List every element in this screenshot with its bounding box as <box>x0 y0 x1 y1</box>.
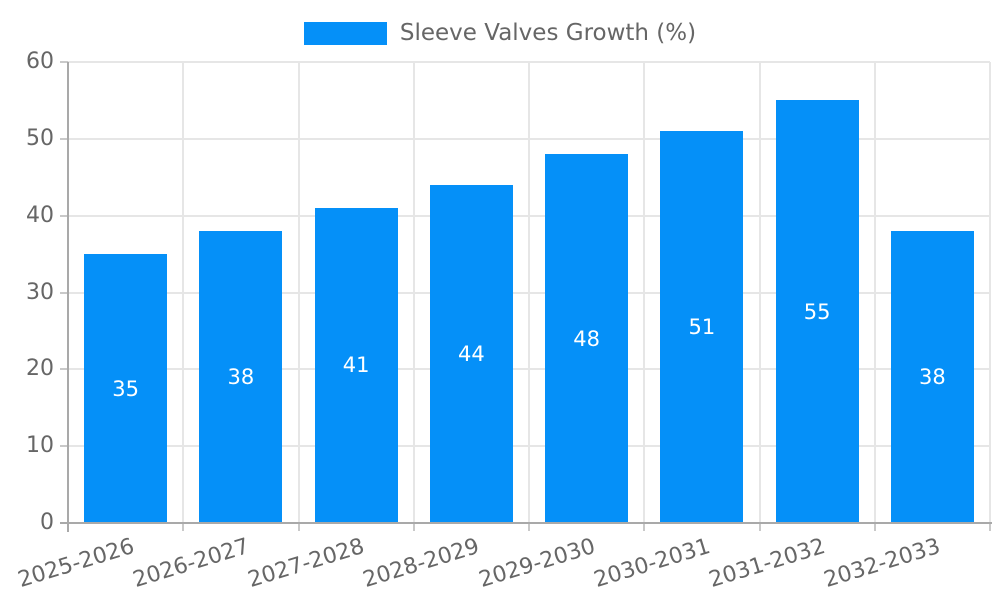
x-tick-mark <box>528 523 530 531</box>
bar <box>199 231 283 523</box>
bar <box>890 231 974 523</box>
bar-value-label: 48 <box>573 326 600 351</box>
y-tick-label: 20 <box>26 356 54 382</box>
bar <box>84 254 168 523</box>
bar <box>429 184 513 523</box>
x-tick-mark <box>873 523 876 531</box>
x-tick-label: 2032-2033 <box>821 534 944 593</box>
x-tick-label: 2030-2031 <box>591 534 714 593</box>
y-tick-mark <box>60 137 68 140</box>
x-tick-label: 2025-2026 <box>14 534 137 593</box>
bar <box>314 207 398 523</box>
bar-value-label: 41 <box>342 353 370 378</box>
x-axis-line <box>60 522 992 524</box>
y-tick-label: 10 <box>26 433 54 459</box>
bar-value-label: 38 <box>227 365 255 390</box>
v-gridline <box>412 62 415 523</box>
y-tick-mark <box>60 445 68 448</box>
v-gridline <box>873 62 876 523</box>
x-tick-label: 2027-2028 <box>245 534 368 593</box>
x-tick-mark <box>412 523 415 531</box>
bar-value-label: 35 <box>112 376 139 401</box>
v-gridline <box>297 62 300 523</box>
chart-legend: Sleeve Valves Growth (%) <box>0 18 1000 48</box>
v-gridline <box>182 62 185 523</box>
bar <box>660 131 744 523</box>
x-tick-label: 2031-2032 <box>706 534 829 593</box>
x-tick-mark <box>297 523 300 531</box>
y-tick-mark <box>60 61 68 63</box>
x-tick-label: 2029-2030 <box>475 534 598 593</box>
x-tick-label: 2026-2027 <box>130 534 253 593</box>
v-gridline <box>758 62 761 523</box>
v-gridline <box>989 62 991 523</box>
x-tick-mark <box>643 523 646 531</box>
y-tick-label: 60 <box>26 49 54 74</box>
x-tick-label: 2028-2029 <box>360 534 483 593</box>
y-tick-label: 40 <box>26 202 54 228</box>
bar-value-label: 44 <box>458 341 485 366</box>
y-axis-line <box>67 62 69 532</box>
y-tick-mark <box>60 214 68 217</box>
bar-value-label: 55 <box>803 299 831 324</box>
x-tick-mark <box>758 523 761 531</box>
v-gridline <box>643 62 646 523</box>
y-tick-mark <box>60 368 68 371</box>
y-tick-mark <box>60 291 68 294</box>
y-tick-label: 30 <box>26 279 54 305</box>
bar-value-label: 38 <box>919 365 946 390</box>
legend-label: Sleeve Valves Growth (%) <box>399 20 697 46</box>
y-tick-label: 0 <box>40 510 54 535</box>
legend-swatch <box>303 21 387 45</box>
x-tick-mark <box>182 523 185 531</box>
x-tick-mark <box>989 523 991 531</box>
v-gridline <box>528 62 530 523</box>
bar <box>775 100 859 523</box>
bar-value-label: 51 <box>688 315 716 340</box>
y-tick-label: 50 <box>26 125 54 151</box>
bar <box>545 154 629 523</box>
